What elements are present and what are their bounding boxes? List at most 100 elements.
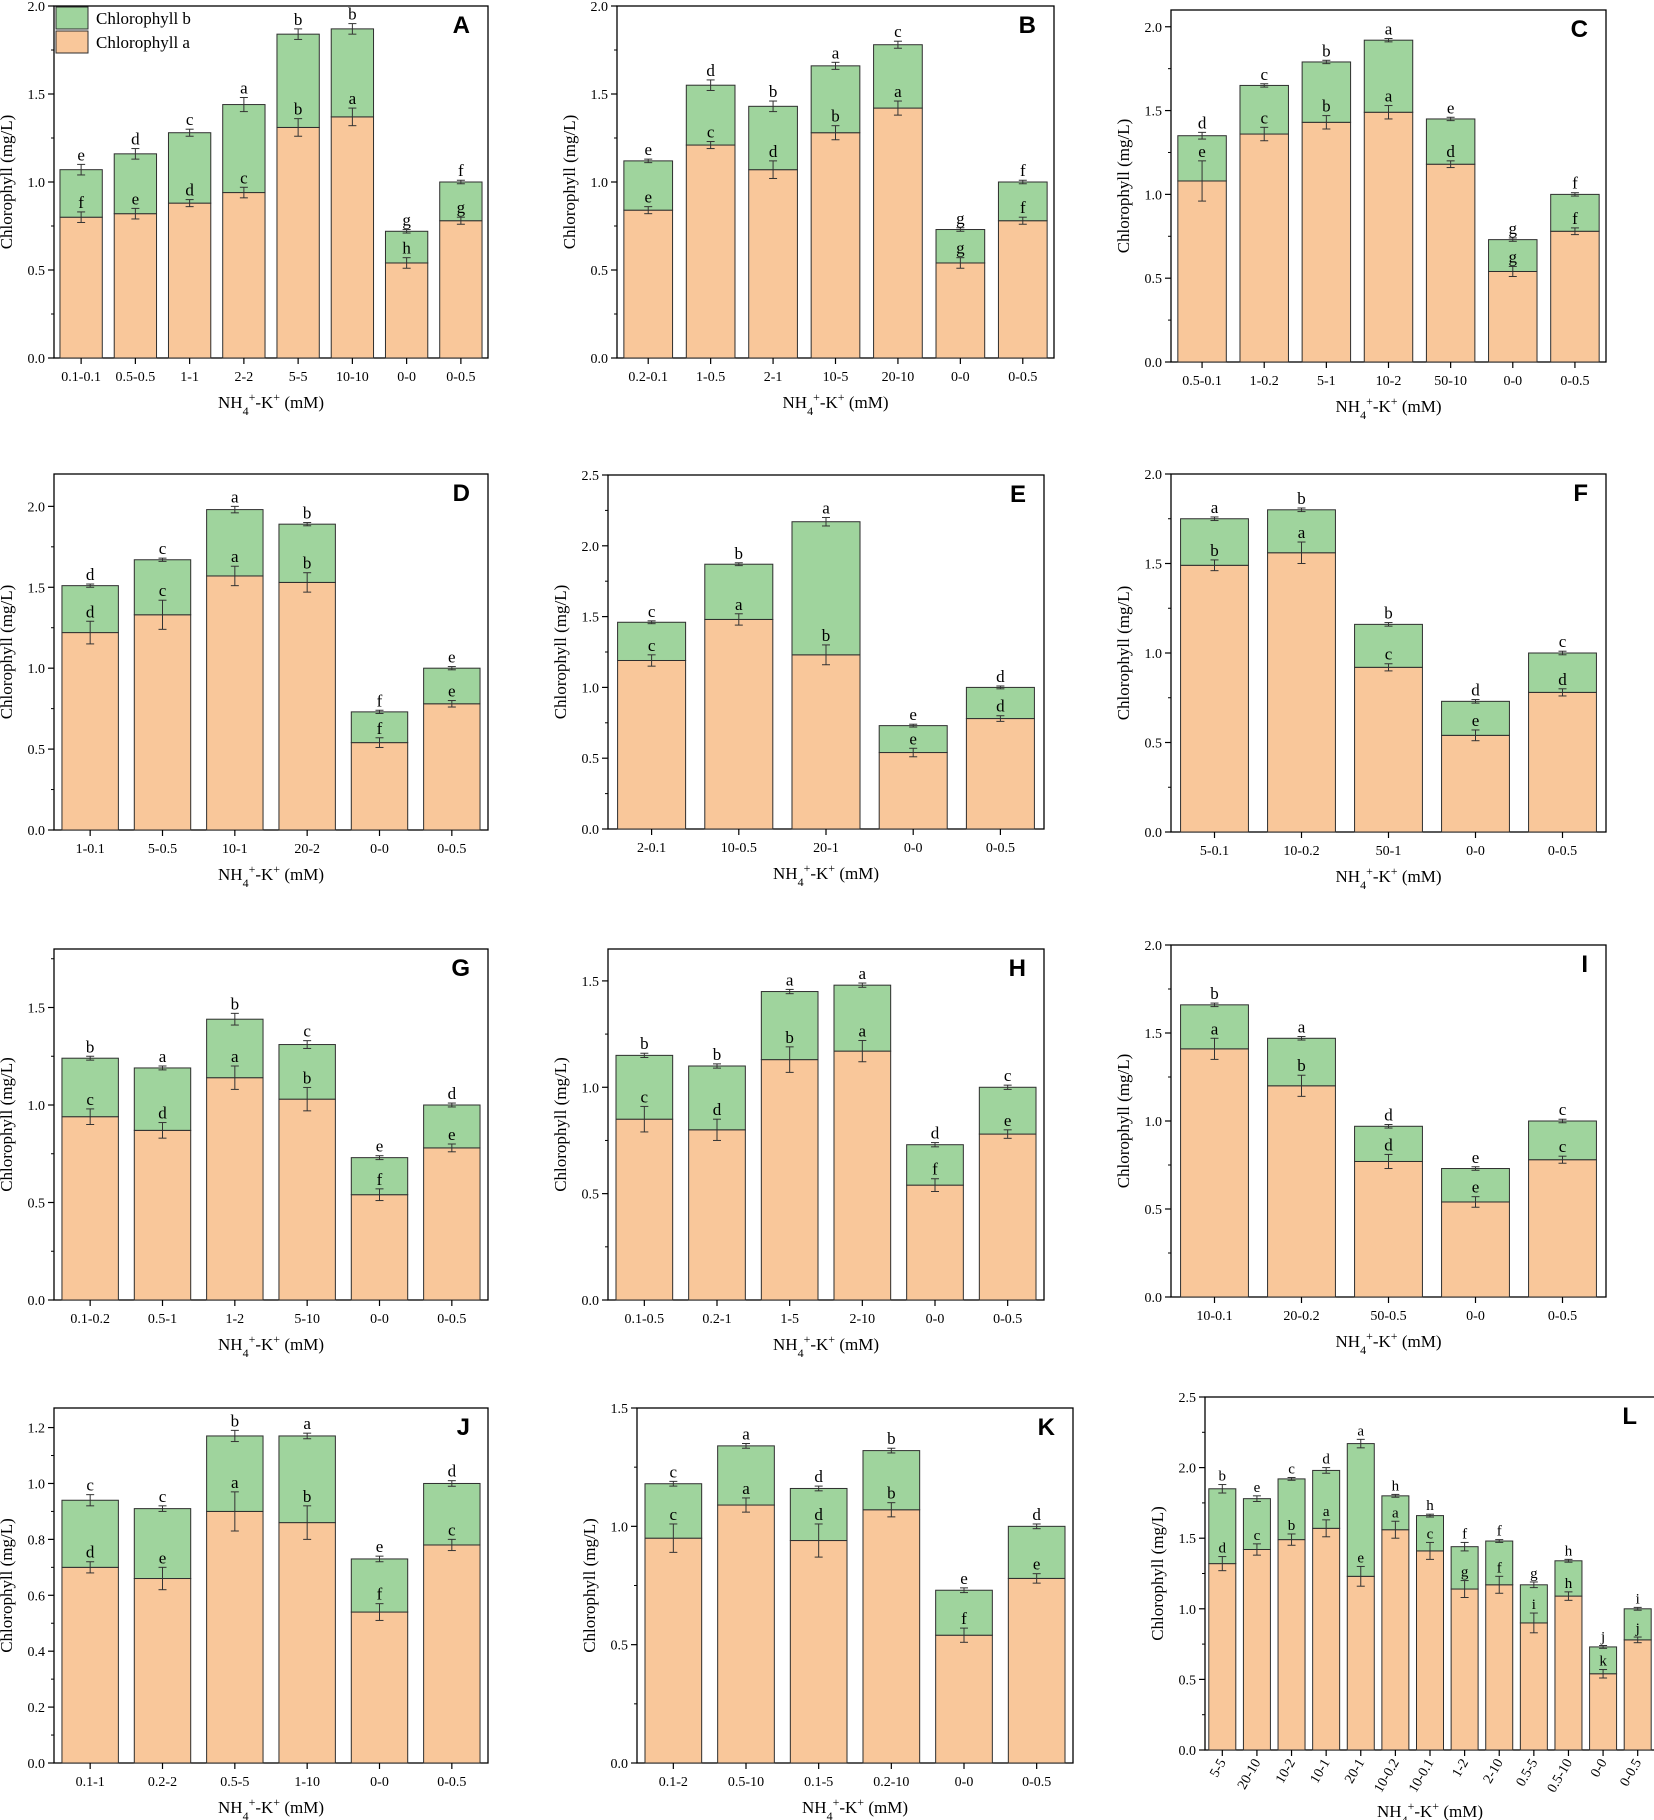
superscript-plus: + — [813, 390, 820, 404]
bar-chlorophyll-b — [717, 1445, 775, 1506]
letter-chlorophyll-b: a — [1211, 498, 1219, 517]
letter-chlorophyll-b: b — [1297, 489, 1306, 508]
error-bar-chlorophyll-b — [831, 61, 840, 70]
bar-chlorophyll-a — [61, 1116, 119, 1301]
error-bar-chlorophyll-b — [158, 1065, 167, 1071]
x-tick-label: 0-0 — [370, 1312, 389, 1327]
x-axis-label-part: (mM) — [835, 864, 879, 883]
panel-letter: L — [1622, 1403, 1637, 1430]
letter-chlorophyll-b: a — [231, 487, 239, 506]
error-bar-chlorophyll-a — [158, 1122, 167, 1139]
error-bar-chlorophyll-a — [1356, 1565, 1365, 1587]
x-axis-label-part: (mM) — [1439, 1802, 1483, 1820]
x-tick-label: 10-2 — [1376, 374, 1402, 389]
letter-chlorophyll-a: a — [349, 89, 357, 108]
legend-swatch-chlorophyll-a — [55, 30, 89, 54]
letter-chlorophyll-a: d — [814, 1505, 823, 1524]
error-bar-chlorophyll-b — [230, 1429, 239, 1443]
y-tick-label: 2.0 — [582, 540, 600, 555]
x-axis-label-part: -K — [820, 393, 839, 412]
bar-chlorophyll-b — [133, 1067, 192, 1131]
error-bar-chlorophyll-b — [158, 1505, 167, 1512]
y-tick-label: 0.0 — [1179, 1744, 1197, 1759]
panel-letter: J — [457, 1414, 470, 1441]
plot-frame — [636, 1407, 1074, 1764]
bar-chlorophyll-a — [113, 213, 158, 359]
letter-chlorophyll-b: c — [86, 1476, 94, 1495]
letter-chlorophyll-b: a — [1357, 1423, 1364, 1439]
letter-chlorophyll-a: c — [707, 123, 715, 142]
error-bar-chlorophyll-b — [185, 128, 194, 137]
error-bar-chlorophyll-b — [1322, 59, 1331, 65]
y-axis-label: Chlorophyll (mg/L) — [0, 1057, 16, 1192]
error-bar-chlorophyll-b — [1384, 622, 1393, 627]
error-bar-chlorophyll-b — [1599, 1645, 1608, 1649]
bar-chlorophyll-a — [222, 192, 266, 359]
bar-chlorophyll-b — [1363, 39, 1414, 113]
error-bar-chlorophyll-a — [769, 160, 778, 179]
x-tick-label: 0.1-2 — [659, 1775, 688, 1790]
letter-chlorophyll-a: e — [1472, 1178, 1480, 1197]
error-bar-chlorophyll-b — [1508, 237, 1517, 242]
letter-chlorophyll-a: e — [1004, 1111, 1012, 1130]
y-tick-label: 1.5 — [1145, 558, 1163, 573]
error-bar-chlorophyll-a — [230, 565, 239, 587]
bar-chlorophyll-b — [1346, 1443, 1375, 1577]
error-bar-chlorophyll-a — [86, 620, 95, 645]
letter-chlorophyll-a: b — [1297, 1056, 1306, 1075]
bar-chlorophyll-b — [1425, 118, 1476, 165]
bar-chlorophyll-a — [644, 1537, 703, 1764]
letter-chlorophyll-b: d — [86, 565, 95, 584]
bar-chlorophyll-a — [833, 1050, 892, 1301]
error-bar-chlorophyll-a — [669, 1523, 678, 1553]
bar-chlorophyll-a — [423, 1147, 481, 1301]
letter-chlorophyll-b: b — [294, 10, 303, 29]
y-tick-label: 0.5 — [591, 264, 609, 279]
y-tick-label: 0.0 — [591, 352, 609, 367]
bar-chlorophyll-a — [278, 581, 336, 831]
x-axis-label-part: (mM) — [1398, 867, 1442, 886]
error-bar-chlorophyll-a — [858, 1039, 867, 1063]
letter-chlorophyll-b: f — [1572, 174, 1578, 193]
bar-chlorophyll-b — [862, 1450, 921, 1511]
bar-chlorophyll-a — [278, 1522, 336, 1764]
letter-chlorophyll-a: d — [1446, 142, 1455, 161]
panel-letter: H — [1009, 955, 1026, 982]
y-tick-label: 1.0 — [611, 1520, 629, 1535]
bar-chlorophyll-a — [1441, 1201, 1510, 1298]
x-axis-label-part: -K — [1373, 867, 1392, 886]
x-axis-label-part: -K — [810, 864, 829, 883]
x-tick-label: 10-0.2 — [1283, 844, 1319, 859]
x-tick-label: 0-0.5 — [437, 1775, 466, 1790]
letter-chlorophyll-a: a — [1211, 1019, 1219, 1038]
y-tick-label: 1.5 — [1145, 105, 1163, 120]
letter-chlorophyll-b: g — [1530, 1566, 1538, 1582]
x-axis-label-part: -K — [839, 1798, 858, 1817]
superscript-plus: + — [249, 390, 256, 404]
letter-chlorophyll-a: f — [377, 1585, 383, 1604]
letter-chlorophyll-b: j — [1600, 1630, 1605, 1646]
bar-chlorophyll-a — [1381, 1529, 1410, 1751]
bar-chlorophyll-a — [1301, 121, 1352, 363]
error-bar-chlorophyll-a — [86, 1561, 95, 1574]
error-bar-chlorophyll-b — [294, 28, 303, 40]
x-tick-label: 20-2 — [294, 842, 320, 857]
letter-chlorophyll-b: e — [960, 1569, 968, 1588]
x-axis-label: NH4+-K+ (mM) — [1377, 1799, 1483, 1820]
letter-chlorophyll-b: b — [86, 1037, 95, 1056]
letter-chlorophyll-a: e — [1198, 142, 1206, 161]
bar-chlorophyll-a — [1485, 1584, 1514, 1751]
bar-chlorophyll-a — [1550, 230, 1600, 363]
x-tick-label: 1-0.1 — [76, 842, 105, 857]
bar-chlorophyll-b — [167, 132, 212, 204]
y-axis-label: Chlorophyll (mg/L) — [551, 1057, 570, 1192]
letter-chlorophyll-b: b — [303, 504, 312, 523]
letter-chlorophyll-b: f — [1497, 1524, 1502, 1540]
letter-chlorophyll-b: d — [996, 667, 1005, 686]
panel-e: 0.0 0.5 1.0 1.5 2.0 2.5 Chlorophyll (mg/L) cc 2-… — [551, 469, 1045, 889]
error-bar-chlorophyll-a — [1218, 1556, 1227, 1572]
x-axis-label-part: -K — [255, 1335, 274, 1354]
error-bar-chlorophyll-b — [402, 229, 411, 234]
